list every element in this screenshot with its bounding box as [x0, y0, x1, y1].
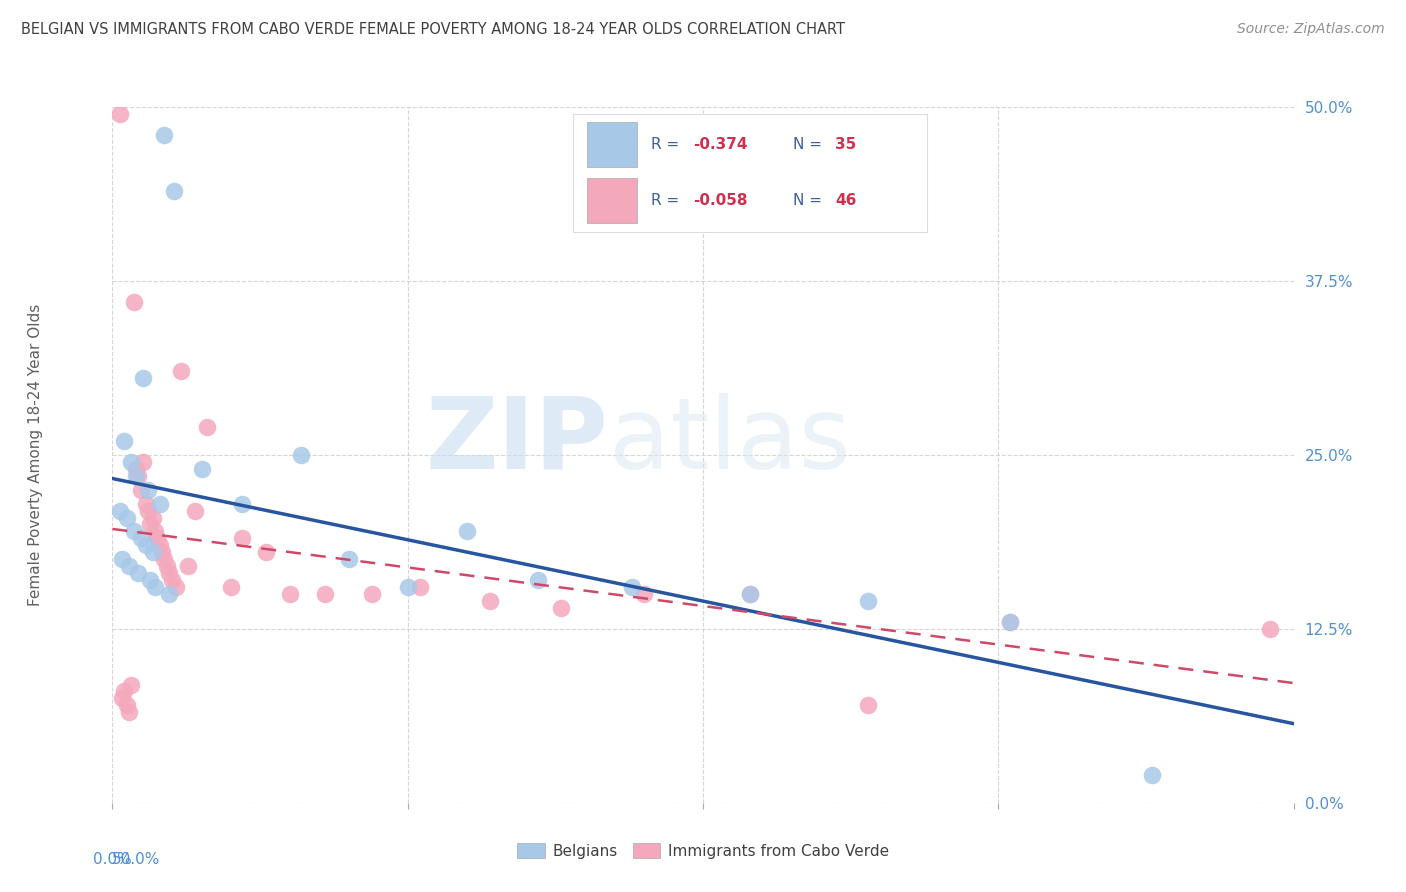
Point — [254, 545, 277, 559]
Point — [136, 483, 159, 497]
Point — [157, 566, 180, 581]
Point — [633, 587, 655, 601]
Point — [132, 455, 155, 469]
Point — [361, 587, 384, 601]
Point — [153, 552, 176, 566]
Point — [550, 601, 572, 615]
Text: 50.0%: 50.0% — [112, 852, 160, 866]
Point — [143, 580, 166, 594]
Point — [858, 594, 880, 608]
Point — [160, 573, 183, 587]
Point — [143, 524, 166, 539]
Point — [156, 559, 179, 574]
Point — [165, 580, 187, 594]
Point — [120, 677, 142, 691]
Point — [118, 559, 141, 574]
Point — [396, 580, 419, 594]
Text: BELGIAN VS IMMIGRANTS FROM CABO VERDE FEMALE POVERTY AMONG 18-24 YEAR OLDS CORRE: BELGIAN VS IMMIGRANTS FROM CABO VERDE FE… — [21, 22, 845, 37]
Point — [621, 580, 644, 594]
Point — [149, 497, 172, 511]
Point — [125, 468, 148, 483]
Point — [142, 545, 165, 559]
Point — [290, 448, 312, 462]
Point — [139, 573, 162, 587]
Point — [177, 559, 200, 574]
Text: Source: ZipAtlas.com: Source: ZipAtlas.com — [1237, 22, 1385, 37]
Point — [170, 364, 193, 378]
Point — [153, 128, 176, 142]
Point — [219, 580, 242, 594]
Point — [125, 462, 148, 476]
Legend: Belgians, Immigrants from Cabo Verde: Belgians, Immigrants from Cabo Verde — [510, 837, 896, 864]
Point — [127, 566, 149, 581]
Point — [231, 497, 253, 511]
Point — [112, 434, 135, 448]
Text: 0.0%: 0.0% — [93, 852, 132, 866]
Point — [142, 510, 165, 524]
Point — [191, 462, 214, 476]
Point — [118, 706, 141, 720]
Point — [998, 615, 1021, 629]
Point — [184, 503, 207, 517]
Point — [278, 587, 301, 601]
Point — [337, 552, 360, 566]
Point — [115, 698, 138, 713]
Point — [132, 371, 155, 385]
Point — [122, 294, 145, 309]
Point — [127, 468, 149, 483]
Text: atlas: atlas — [609, 392, 851, 490]
Point — [195, 420, 218, 434]
Point — [108, 503, 131, 517]
Point — [120, 455, 142, 469]
Point — [135, 538, 157, 552]
Point — [115, 510, 138, 524]
Point — [408, 580, 430, 594]
Point — [163, 184, 186, 198]
Point — [136, 503, 159, 517]
Point — [740, 587, 762, 601]
Point — [526, 573, 548, 587]
Point — [129, 483, 152, 497]
Point — [740, 587, 762, 601]
Point — [111, 552, 134, 566]
Point — [111, 691, 134, 706]
Point — [231, 532, 253, 546]
Point — [112, 684, 135, 698]
Point — [149, 538, 172, 552]
Point — [108, 107, 131, 121]
Point — [1140, 768, 1163, 782]
Point — [122, 524, 145, 539]
Text: Female Poverty Among 18-24 Year Olds: Female Poverty Among 18-24 Year Olds — [28, 304, 44, 606]
Point — [146, 532, 169, 546]
Point — [456, 524, 478, 539]
Point — [314, 587, 336, 601]
Point — [135, 497, 157, 511]
Point — [150, 545, 173, 559]
Point — [139, 517, 162, 532]
Point — [479, 594, 502, 608]
Point — [157, 587, 180, 601]
Text: ZIP: ZIP — [426, 392, 609, 490]
Point — [998, 615, 1021, 629]
Point — [858, 698, 880, 713]
Point — [129, 532, 152, 546]
Point — [1258, 622, 1281, 636]
